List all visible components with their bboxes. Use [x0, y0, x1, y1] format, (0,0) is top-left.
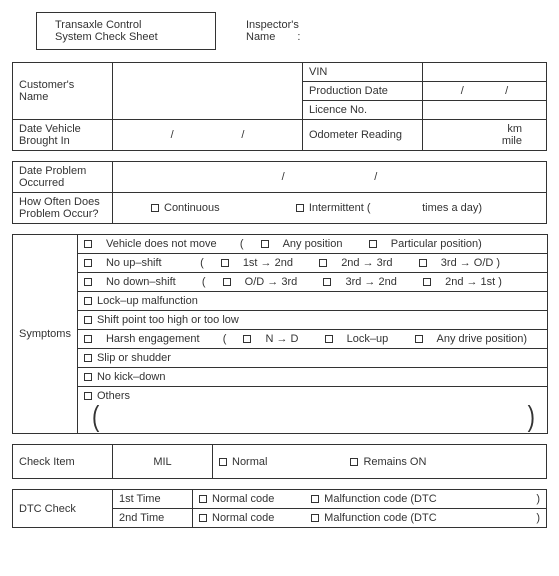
symptom-row-2[interactable]: No up–shift ( 1st → 2nd 2nd → 3rd 3rd → …: [77, 254, 547, 273]
checkbox-icon[interactable]: [84, 392, 92, 400]
symptom-row-8[interactable]: No kick–down: [77, 368, 547, 387]
date-in-value[interactable]: //: [113, 120, 303, 151]
inspector-colon: :: [297, 31, 300, 43]
odo-value[interactable]: km mile: [423, 120, 547, 151]
inspector-label1: Inspector's: [246, 19, 300, 31]
checkbox-icon[interactable]: [323, 278, 331, 286]
checkbox-icon[interactable]: [319, 259, 327, 267]
paren-right: ): [528, 400, 535, 434]
checkbox-icon[interactable]: [423, 278, 431, 286]
symptom-row-7[interactable]: Slip or shudder: [77, 349, 547, 368]
checkbox-icon[interactable]: [243, 335, 251, 343]
dtc-1st-label: 1st Time: [113, 490, 193, 509]
checkitem-table: Check Item MIL Normal Remains ON: [12, 444, 547, 479]
dtc-2nd-label: 2nd Time: [113, 509, 193, 528]
paren-left: (: [92, 400, 99, 434]
checkbox-icon[interactable]: [221, 259, 229, 267]
symptom-row-1[interactable]: Vehicle does not move ( Any position Par…: [77, 235, 547, 254]
checkbox-icon[interactable]: [415, 335, 423, 343]
checkbox-icon[interactable]: [151, 204, 159, 212]
date-in-label: Date Vehicle Brought In: [13, 120, 113, 151]
checkbox-icon[interactable]: [84, 354, 92, 362]
problem-table: Date Problem Occurred // How Often Does …: [12, 161, 547, 224]
intermittent-option: Intermittent (: [309, 202, 371, 214]
customer-name-label: Customer's Name: [13, 63, 113, 120]
symptom-row-5[interactable]: Shift point too high or too low: [77, 311, 547, 330]
customer-name-value[interactable]: [113, 63, 303, 120]
symptom-row-6[interactable]: Harsh engagement ( N → D Lock–up Any dri…: [77, 330, 547, 349]
checkbox-icon[interactable]: [369, 240, 377, 248]
checkbox-icon[interactable]: [84, 297, 92, 305]
dtc-label: DTC Check: [13, 490, 113, 528]
checkbox-icon[interactable]: [311, 514, 319, 522]
intermittent-suffix: times a day): [422, 202, 540, 214]
checkbox-icon[interactable]: [419, 259, 427, 267]
checkbox-icon[interactable]: [84, 240, 92, 248]
prod-date-label: Production Date: [303, 82, 423, 101]
continuous-option: Continuous: [164, 202, 220, 214]
title-line1: Transaxle Control: [55, 19, 197, 31]
odo-label: Odometer Reading: [303, 120, 423, 151]
vin-label: VIN: [303, 63, 423, 82]
date-problem-value[interactable]: //: [113, 162, 547, 193]
checkbox-icon[interactable]: [219, 458, 227, 466]
inspector-label2: Name: [246, 31, 275, 43]
title-line2: System Check Sheet: [55, 31, 197, 43]
dtc-table: DTC Check 1st Time Normal code Malfuncti…: [12, 489, 547, 528]
freq-value[interactable]: Continuous Intermittent ( times a day): [113, 193, 547, 224]
checkbox-icon[interactable]: [261, 240, 269, 248]
symptoms-table: Symptoms Vehicle does not move ( Any pos…: [12, 234, 548, 434]
title-box: Transaxle Control System Check Sheet: [36, 12, 216, 50]
date-problem-label: Date Problem Occurred: [13, 162, 113, 193]
mil-options[interactable]: Normal Remains ON: [213, 445, 547, 479]
dtc-2nd-values[interactable]: Normal code Malfunction code (DTC ): [193, 509, 547, 528]
licence-label: Licence No.: [303, 101, 423, 120]
checkbox-icon[interactable]: [199, 495, 207, 503]
mil-label: MIL: [113, 445, 213, 479]
symptoms-label: Symptoms: [13, 235, 78, 434]
checkbox-icon[interactable]: [84, 316, 92, 324]
customer-table: Customer's Name VIN Production Date // L…: [12, 62, 547, 151]
dtc-1st-values[interactable]: Normal code Malfunction code (DTC ): [193, 490, 547, 509]
checkbox-icon[interactable]: [199, 514, 207, 522]
checkbox-icon[interactable]: [296, 204, 304, 212]
checkbox-icon[interactable]: [84, 259, 92, 267]
vin-value[interactable]: [423, 63, 547, 82]
checkbox-icon[interactable]: [325, 335, 333, 343]
checkbox-icon[interactable]: [84, 278, 92, 286]
licence-value[interactable]: [423, 101, 547, 120]
prod-date-value[interactable]: //: [423, 82, 547, 101]
symptom-row-4[interactable]: Lock–up malfunction: [77, 292, 547, 311]
checkbox-icon[interactable]: [311, 495, 319, 503]
checkbox-icon[interactable]: [223, 278, 231, 286]
checkbox-icon[interactable]: [350, 458, 358, 466]
freq-label: How Often Does Problem Occur?: [13, 193, 113, 224]
checkitem-label: Check Item: [13, 445, 113, 479]
checkbox-icon[interactable]: [84, 373, 92, 381]
symptom-row-3[interactable]: No down–shift ( O/D → 3rd 3rd → 2nd 2nd …: [77, 273, 547, 292]
inspector-block: Inspector's Name :: [246, 17, 300, 45]
checkbox-icon[interactable]: [84, 335, 92, 343]
symptom-row-others[interactable]: Others ( ): [77, 387, 547, 434]
